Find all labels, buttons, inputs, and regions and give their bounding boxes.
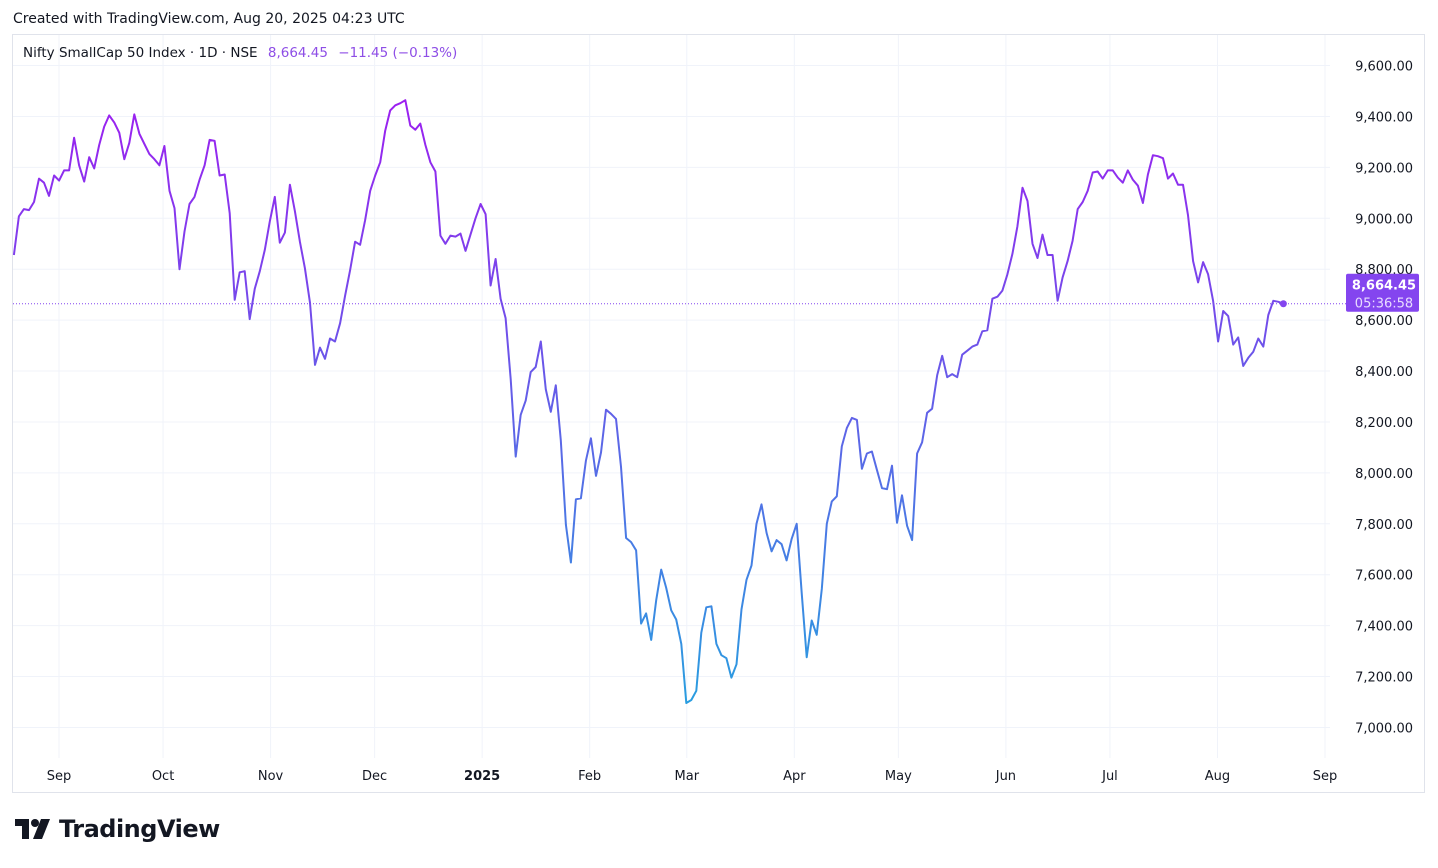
symbol-legend: Nifty SmallCap 50 Index · 1D · NSE 8,664…: [23, 45, 457, 61]
price-line: [12, 99, 1284, 704]
last-price-label-value: 8,664.45: [1352, 279, 1416, 294]
price-tick-label: 9,200.00: [1355, 161, 1413, 176]
time-tick-label: 2025: [464, 769, 500, 784]
price-tick-label: 7,600.00: [1355, 569, 1413, 584]
price-change: −11.45 (−0.13%): [338, 45, 458, 61]
time-tick-label: Mar: [675, 769, 700, 784]
grid-lines: [13, 35, 1330, 758]
price-tick-label: 9,000.00: [1355, 212, 1413, 227]
price-tick-label: 7,200.00: [1355, 671, 1413, 686]
price-tick-label: 8,400.00: [1355, 365, 1413, 380]
price-tick-label: 7,400.00: [1355, 620, 1413, 635]
price-axis[interactable]: 7,000.00 7,200.00 7,400.00 7,600.00 7,800.00…: [1355, 60, 1413, 737]
created-with-caption: Created with TradingView.com, Aug 20, 20…: [13, 11, 405, 27]
price-tick-label: 8,600.00: [1355, 314, 1413, 329]
countdown-label: 05:36:58: [1355, 297, 1413, 312]
price-tick-label: 7,800.00: [1355, 518, 1413, 533]
chart-frame: [12, 34, 1425, 793]
time-axis[interactable]: Sep Oct Nov Dec 2025 Feb Mar Apr May Jun Jul Aug Sep: [47, 769, 1338, 784]
time-tick-label: Jun: [995, 769, 1016, 784]
time-tick-label: Nov: [258, 769, 284, 784]
last-price: 8,664.45: [267, 45, 328, 61]
last-price-label: 8,664.45 05:36:58: [1346, 273, 1419, 312]
logo-text: TradingView: [59, 815, 220, 843]
time-tick-label: Feb: [578, 769, 601, 784]
price-tick-label: 8,200.00: [1355, 416, 1413, 431]
price-tick-label: 7,000.00: [1355, 721, 1413, 736]
time-tick-label: Jul: [1101, 769, 1118, 784]
time-tick-label: May: [885, 769, 912, 784]
price-tick-label: 9,600.00: [1355, 60, 1413, 75]
symbol-title: Nifty SmallCap 50 Index · 1D · NSE: [23, 45, 258, 61]
time-tick-label: Oct: [152, 769, 174, 784]
time-tick-label: Dec: [362, 769, 387, 784]
time-tick-label: Sep: [1313, 769, 1338, 784]
tradingview-logo[interactable]: TradingView: [15, 815, 220, 843]
time-tick-label: Aug: [1205, 769, 1230, 784]
price-tick-label: 9,400.00: [1355, 110, 1413, 125]
last-price-dot: [1279, 300, 1287, 308]
time-tick-label: Sep: [47, 769, 72, 784]
price-tick-label: 8,000.00: [1355, 467, 1413, 482]
tradingview-logo-icon: [15, 819, 50, 839]
time-tick-label: Apr: [783, 769, 806, 784]
